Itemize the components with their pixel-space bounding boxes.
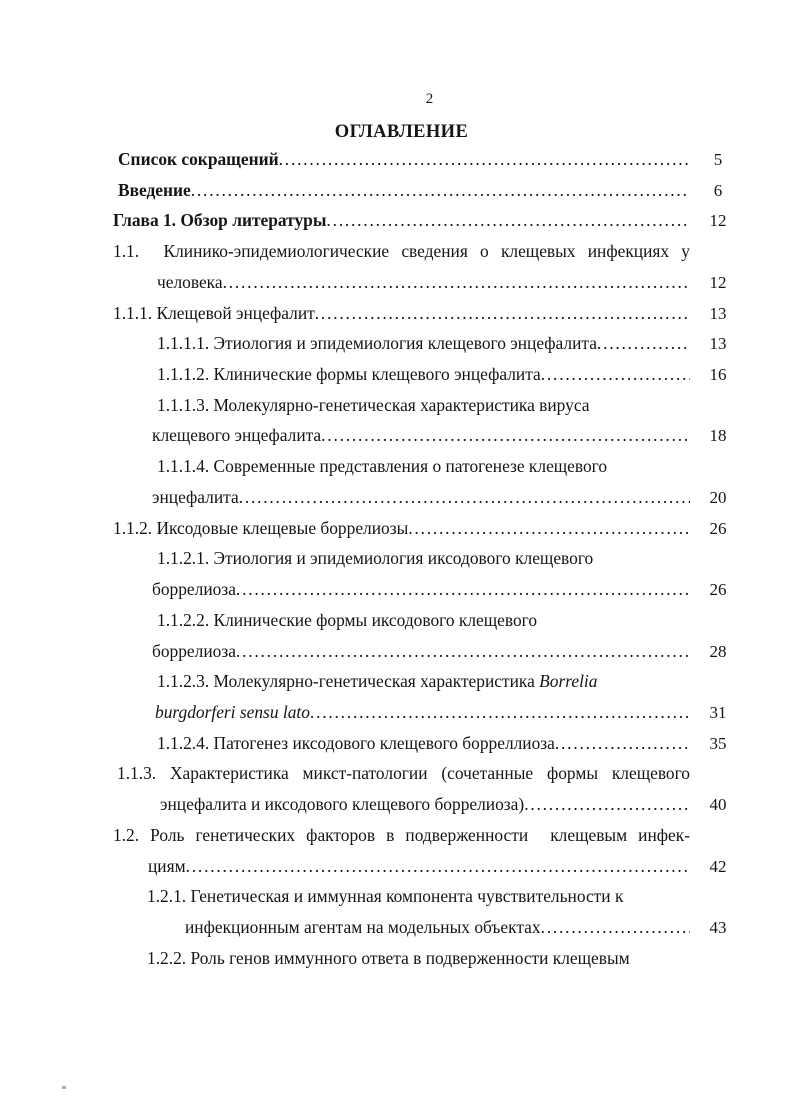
toc-entry-text: 1.1.2.4. Патогенез иксодового клещевого … — [157, 728, 690, 759]
toc-entry: 1.1.1.4. Современные представления о пат… — [113, 451, 746, 482]
toc-entry: 1.1.1.1. Этиология и эпидемиология клеще… — [113, 328, 746, 359]
dot-leader — [541, 359, 690, 390]
toc-entry: клещевого энцефалита 18 — [113, 420, 746, 451]
toc-entry-text: Введение — [118, 175, 690, 206]
toc-page-number: 13 — [709, 303, 727, 323]
toc-entry: 1.1.3. Характеристика микст-патологии (с… — [113, 758, 746, 789]
toc-page-number: 13 — [709, 334, 727, 354]
toc-entry: 1.2. Роль генетических факторов в подвер… — [113, 820, 746, 851]
toc-page-number: 26 — [709, 580, 727, 600]
toc-page-number: 42 — [709, 856, 727, 876]
toc-entry-text: 1.1.2.3. Молекулярно-генетическая характ… — [157, 671, 598, 692]
toc-entry-text: 1.1.2.2. Клинические формы иксодового кл… — [157, 609, 538, 630]
toc-page-number: 18 — [709, 426, 727, 446]
toc-list: Список сокращений 5 Введение 6 Глава 1. Обзо… — [113, 144, 746, 973]
toc-page-number: 43 — [709, 917, 727, 937]
toc-entry: 1.1. Клинико-эпидемиологические сведения… — [113, 236, 746, 267]
dot-leader — [408, 513, 690, 544]
toc-page-number: 40 — [709, 795, 727, 815]
toc-entry-text: Список сокращений — [118, 144, 690, 175]
toc-page-number: 28 — [709, 641, 727, 661]
page-number: 2 — [425, 91, 434, 107]
toc-page-number: 20 — [709, 487, 727, 507]
toc-entry-text: 1.2.1. Генетическая и иммунная компонент… — [147, 886, 624, 907]
toc-entry: 1.1.2.1. Этиология и эпидемиология иксод… — [113, 543, 746, 574]
toc-entry-text: 1.2. Роль генетических факторов в подвер… — [113, 824, 690, 845]
toc-entry: 1.1.2.2. Клинические формы иксодового кл… — [113, 605, 746, 636]
toc-entry: 1.1.1.3. Молекулярно-генетическая характ… — [113, 390, 746, 421]
toc-entry: человека 12 — [113, 267, 746, 298]
toc-entry-text: 1.1.3. Характеристика микст-патологии (с… — [117, 763, 690, 784]
scan-artifact-dot — [62, 1086, 66, 1089]
dot-leader — [315, 298, 690, 329]
toc-entry-text: человека — [157, 267, 690, 298]
toc-entry-text: боррелиоза — [152, 636, 690, 667]
toc-entry-text: 1.2.2. Роль генов иммунного ответа в под… — [147, 947, 630, 968]
toc-entry: 1.1.2.3. Молекулярно-генетическая характ… — [113, 666, 746, 697]
toc-entry-text: циям — [148, 851, 690, 882]
toc-entry-text: энцефалита — [152, 482, 690, 513]
toc-entry: Введение 6 — [113, 175, 746, 206]
toc-entry-text: клещевого энцефалита — [152, 420, 690, 451]
toc-entry: 1.1.2.4. Патогенез иксодового клещевого … — [113, 728, 746, 759]
toc-entry-text: burgdorferi sensu lato — [155, 697, 690, 728]
toc-entry: 1.2.1. Генетическая и иммунная компонент… — [113, 881, 746, 912]
toc-entry-text: 1.1. Клинико-эпидемиологические сведения… — [113, 241, 690, 262]
toc-entry: боррелиоза 28 — [113, 636, 746, 667]
toc-entry-text: боррелиоза — [152, 574, 690, 605]
toc-entry: Глава 1. Обзор литературы 12 — [113, 205, 746, 236]
dot-leader — [186, 851, 690, 882]
dot-leader — [555, 728, 690, 759]
toc-entry: энцефалита и иксодового клещевого боррел… — [113, 789, 746, 820]
toc-entry-text: 1.1.2. Иксодовые клещевые боррелиозы — [113, 513, 690, 544]
toc-entry-text: Глава 1. Обзор литературы — [113, 205, 690, 236]
toc-entry-text: инфекционным агентам на модельных объект… — [185, 912, 690, 943]
toc-entry-text: 1.1.1.2. Клинические формы клещевого энц… — [157, 359, 690, 390]
toc-entry: burgdorferi sensu lato 31 — [113, 697, 746, 728]
toc-page-number: 31 — [709, 702, 727, 722]
dot-leader — [239, 482, 690, 513]
toc-entry: 1.2.2. Роль генов иммунного ответа в под… — [113, 943, 746, 974]
toc-entry: Список сокращений 5 — [113, 144, 746, 175]
toc-page-number: 6 — [713, 180, 723, 200]
toc-entry-text: 1.1.1. Клещевой энцефалит — [113, 298, 690, 329]
toc-entry: боррелиоза 26 — [113, 574, 746, 605]
toc-entry: инфекционным агентам на модельных объект… — [113, 912, 746, 943]
toc-entry-text: 1.1.1.4. Современные представления о пат… — [157, 456, 608, 477]
toc-page-number: 12 — [709, 211, 727, 231]
toc-page-number: 16 — [709, 365, 727, 385]
dot-leader — [541, 912, 690, 943]
toc-page-number: 5 — [713, 150, 723, 169]
dot-leader — [191, 175, 690, 206]
toc-entry-text: 1.1.2.1. Этиология и эпидемиология иксод… — [157, 548, 594, 569]
toc-entry: энцефалита 20 — [113, 482, 746, 513]
toc-heading: ОГЛАВЛЕНИЕ — [334, 122, 469, 142]
toc-entry: 1.1.2. Иксодовые клещевые боррелиозы 26 — [113, 513, 746, 544]
dot-leader — [223, 267, 690, 298]
dot-leader — [524, 789, 690, 820]
toc-entry-text: 1.1.1.3. Молекулярно-генетическая характ… — [157, 394, 590, 415]
dot-leader — [236, 574, 690, 605]
toc-entry: циям 42 — [113, 851, 746, 882]
dot-leader — [326, 205, 690, 236]
dot-leader — [310, 697, 690, 728]
toc-entry: 1.1.1. Клещевой энцефалит 13 — [113, 298, 746, 329]
dot-leader — [279, 144, 690, 175]
toc-page-number: 35 — [709, 733, 727, 753]
toc-page-number: 12 — [709, 272, 727, 292]
toc-page-number: 26 — [709, 518, 727, 538]
dot-leader — [236, 636, 690, 667]
toc-entry-text: 1.1.1.1. Этиология и эпидемиология клеще… — [157, 328, 690, 359]
toc-entry: 1.1.1.2. Клинические формы клещевого энц… — [113, 359, 746, 390]
toc-entry-text: энцефалита и иксодового клещевого боррел… — [160, 789, 690, 820]
dot-leader — [597, 328, 690, 359]
dot-leader — [321, 420, 690, 451]
